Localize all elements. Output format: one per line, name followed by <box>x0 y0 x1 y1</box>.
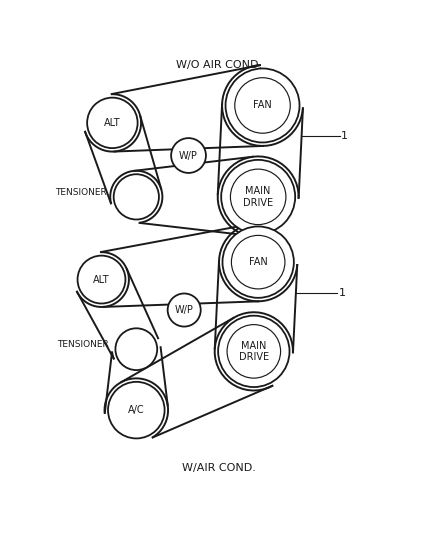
Text: ALT: ALT <box>93 274 110 285</box>
Circle shape <box>171 138 206 173</box>
Text: A/C: A/C <box>128 405 145 415</box>
Text: MAIN
DRIVE: MAIN DRIVE <box>239 341 269 362</box>
Text: 1: 1 <box>341 131 348 141</box>
Circle shape <box>223 227 294 298</box>
Circle shape <box>78 256 125 303</box>
Text: ALT: ALT <box>104 118 121 128</box>
Text: 1: 1 <box>339 288 346 297</box>
Circle shape <box>231 236 285 289</box>
Text: W/P: W/P <box>175 305 194 315</box>
Circle shape <box>168 294 201 327</box>
Circle shape <box>218 316 290 387</box>
Circle shape <box>116 328 157 370</box>
Text: MAIN
DRIVE: MAIN DRIVE <box>243 186 273 208</box>
Text: FAN: FAN <box>249 257 268 267</box>
Circle shape <box>108 382 165 439</box>
Text: TENSIONER: TENSIONER <box>57 341 109 349</box>
Text: FAN: FAN <box>253 100 272 110</box>
Text: W/O AIR COND.: W/O AIR COND. <box>176 60 262 70</box>
Circle shape <box>227 325 281 378</box>
Circle shape <box>221 160 295 234</box>
Circle shape <box>87 98 138 148</box>
Circle shape <box>235 78 290 133</box>
Circle shape <box>114 174 159 220</box>
Text: W/P: W/P <box>179 150 198 160</box>
Text: W/AIR COND.: W/AIR COND. <box>182 463 256 473</box>
Circle shape <box>230 169 286 224</box>
Circle shape <box>226 68 300 142</box>
Text: TENSIONER: TENSIONER <box>55 188 107 197</box>
